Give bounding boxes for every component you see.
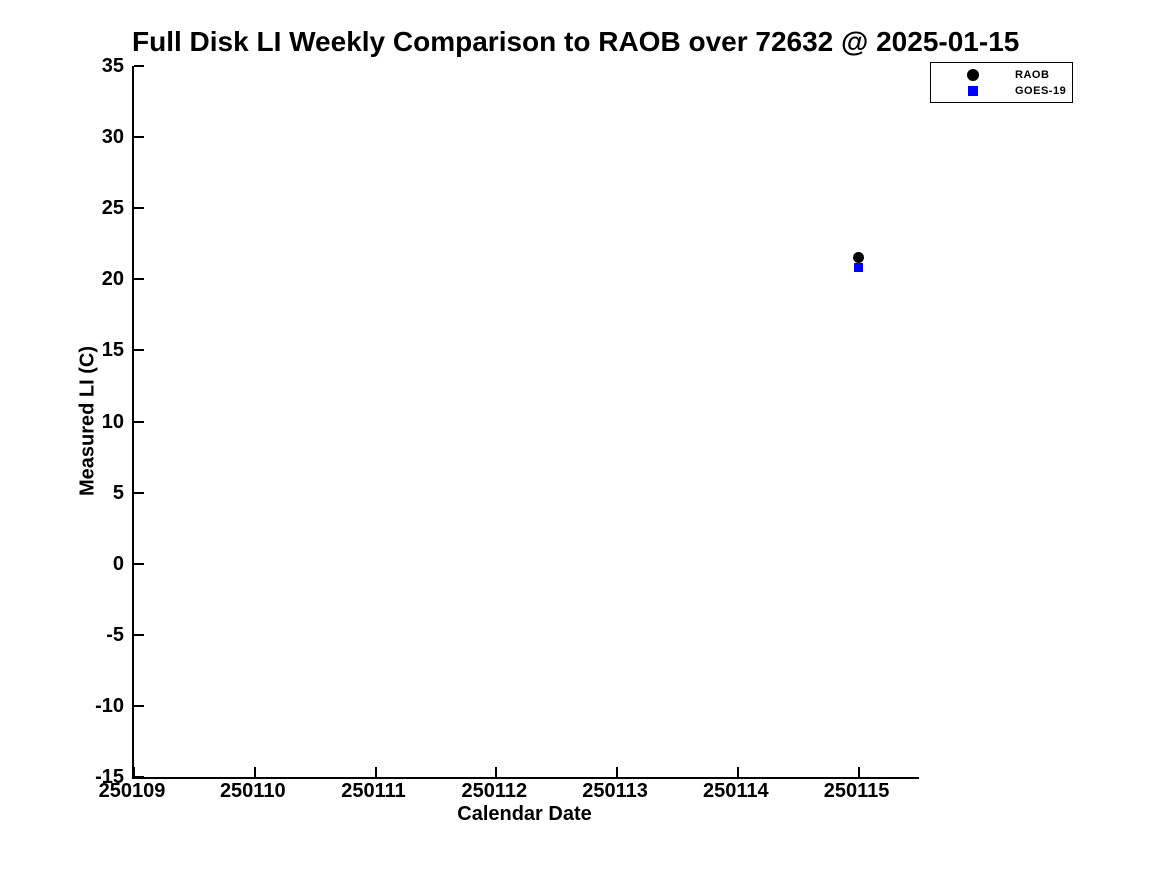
legend-label: GOES-19	[1015, 84, 1067, 97]
legend-marker-cell	[931, 68, 1015, 81]
data-point-goes-19-square-marker	[854, 263, 864, 273]
y-tick-label: 30	[101, 126, 124, 149]
x-axis-label: Calendar Date	[457, 803, 592, 825]
y-tick-label: 20	[101, 268, 124, 291]
x-tick-label: 250115	[823, 780, 890, 802]
x-axis-tick	[736, 767, 739, 777]
x-tick-label: 250114	[703, 780, 769, 802]
x-tick-label: 250111	[341, 780, 406, 802]
x-axis-tick	[374, 767, 377, 777]
y-tick-label: 10	[101, 410, 124, 433]
y-axis-tick	[134, 65, 144, 67]
legend-item-raob: RAOB	[931, 67, 1072, 83]
legend: RAOB GOES-19	[930, 62, 1073, 103]
x-axis-tick	[253, 767, 256, 777]
y-axis-tick	[134, 207, 144, 210]
x-axis-tick	[495, 767, 498, 777]
y-tick-label: 25	[101, 197, 124, 220]
x-axis-tick	[857, 767, 860, 777]
x-axis-tick	[133, 767, 135, 777]
y-axis-tick	[134, 278, 144, 281]
y-tick-label: -10	[95, 694, 124, 717]
y-axis-tick	[134, 704, 144, 707]
y-tick-label: -15	[95, 766, 124, 788]
x-tick-label: 250109	[98, 780, 166, 802]
y-axis-tick	[134, 420, 144, 423]
y-tick-label: 0	[112, 552, 124, 575]
y-tick-label: 35	[101, 55, 124, 77]
legend-label: RAOB	[1015, 68, 1050, 81]
y-tick-label: 15	[101, 339, 124, 362]
y-axis-tick	[134, 562, 144, 565]
y-axis-tick	[134, 776, 144, 778]
legend-item-goes-19: GOES-19	[931, 83, 1072, 99]
y-tick-label: -5	[106, 623, 124, 646]
y-axis-tick	[134, 491, 144, 494]
x-tick-label: 250110	[219, 780, 286, 802]
legend-square-icon	[968, 85, 978, 96]
y-tick-label: 5	[112, 481, 124, 504]
x-axis-tick	[616, 767, 619, 777]
chart-title: Full Disk LI Weekly Comparison to RAOB o…	[132, 26, 1020, 57]
x-tick-label: 250112	[461, 780, 528, 802]
legend-circle-icon	[967, 68, 979, 81]
x-tick-label: 250113	[582, 780, 648, 802]
y-axis-tick	[134, 633, 144, 636]
y-axis-tick	[134, 136, 144, 139]
legend-marker-cell	[931, 85, 1015, 96]
data-point-raob-circle-marker	[853, 252, 865, 264]
plot-area	[132, 65, 919, 779]
y-axis-tick	[134, 349, 144, 352]
